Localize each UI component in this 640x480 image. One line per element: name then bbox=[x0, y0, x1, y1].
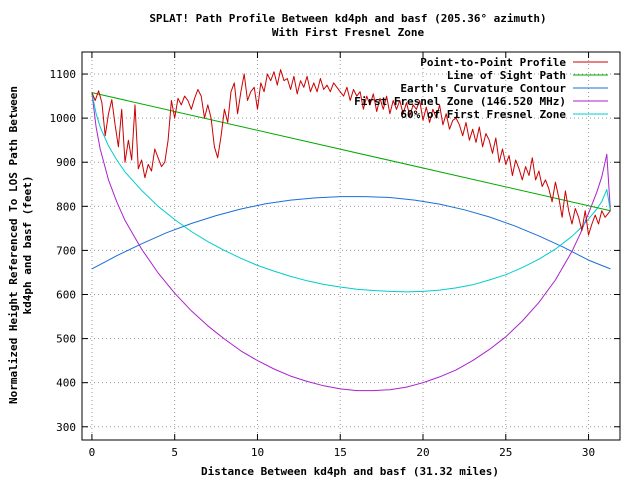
y-tick-label: 600 bbox=[56, 289, 76, 302]
x-tick-labels: 0 5 10 15 20 25 30 bbox=[89, 446, 596, 459]
x-tick-label: 10 bbox=[251, 446, 264, 459]
plot-frame bbox=[81, 51, 621, 441]
y-tick-label: 1100 bbox=[50, 68, 77, 81]
y-tick-label: 800 bbox=[56, 200, 76, 213]
x-tick-label: 5 bbox=[171, 446, 178, 459]
legend-label: First Fresnel Zone (146.520 MHz) bbox=[354, 95, 566, 108]
series-group bbox=[91, 69, 611, 392]
series-line-first-fresnel-zone-146-520-mhz bbox=[91, 92, 611, 392]
x-axis-label: Distance Between kd4ph and basf (31.32 m… bbox=[201, 465, 499, 478]
y-axis-label-line-1: Normalized Height Referenced To LOS Path… bbox=[7, 86, 20, 404]
x-tick-label: 15 bbox=[334, 446, 347, 459]
y-tick-label: 300 bbox=[56, 421, 76, 434]
series-line-earth-s-curvature-contour bbox=[91, 196, 611, 270]
legend-label: 60% of First Fresnel Zone bbox=[400, 108, 566, 121]
x-tick-label: 30 bbox=[582, 446, 595, 459]
chart-title-line-1: SPLAT! Path Profile Between kd4ph and ba… bbox=[149, 12, 546, 25]
y-tick-label: 1000 bbox=[50, 112, 77, 125]
x-tick-label: 0 bbox=[89, 446, 96, 459]
legend-label: Earth's Curvature Contour bbox=[400, 82, 566, 95]
chart-title-line-2: With First Fresnel Zone bbox=[272, 26, 425, 39]
tick-marks bbox=[82, 52, 620, 440]
x-tick-label: 25 bbox=[499, 446, 512, 459]
x-tick-label: 20 bbox=[416, 446, 429, 459]
series-line-60-of-first-fresnel-zone bbox=[91, 92, 611, 293]
grid bbox=[82, 52, 620, 440]
series-line-line-of-sight-path bbox=[91, 92, 611, 212]
y-axis-label-line-2: kd4ph and basf (feet) bbox=[21, 175, 34, 314]
y-tick-label: 500 bbox=[56, 333, 76, 346]
legend-label: Line of Sight Path bbox=[447, 69, 566, 82]
y-tick-label: 700 bbox=[56, 244, 76, 257]
series-line-point-to-point-profile bbox=[91, 69, 611, 236]
y-tick-labels: 300 400 500 600 700 800 900 1000 1100 bbox=[50, 68, 77, 434]
legend-label: Point-to-Point Profile bbox=[420, 56, 566, 69]
y-tick-label: 400 bbox=[56, 377, 76, 390]
y-tick-label: 900 bbox=[56, 156, 76, 169]
